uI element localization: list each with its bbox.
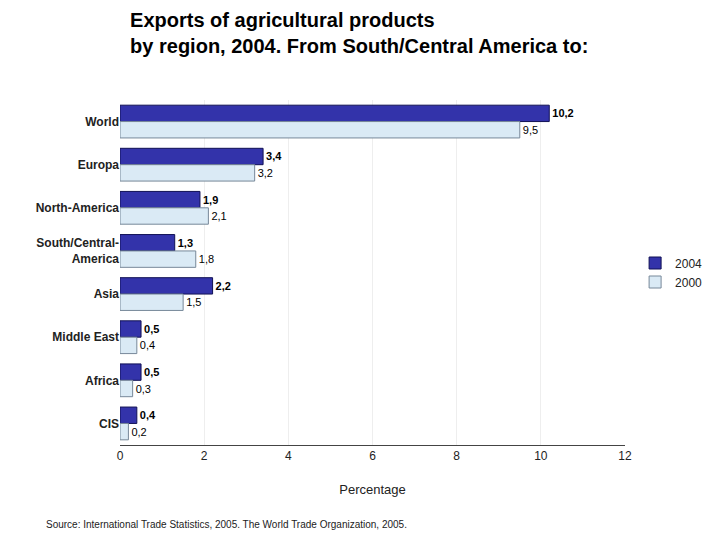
- svg-text:2,1: 2,1: [211, 210, 226, 222]
- svg-text:1,9: 1,9: [203, 194, 218, 206]
- svg-text:0,3: 0,3: [136, 383, 151, 395]
- svg-text:Europa: Europa: [78, 158, 120, 172]
- svg-text:0,4: 0,4: [140, 339, 155, 351]
- svg-text:Source: International Trade St: Source: International Trade Statistics, …: [46, 519, 407, 530]
- svg-text:2,2: 2,2: [216, 280, 231, 292]
- svg-text:2004: 2004: [675, 257, 702, 271]
- svg-text:12: 12: [618, 449, 632, 463]
- svg-text:1,8: 1,8: [199, 253, 214, 265]
- svg-text:CIS: CIS: [99, 417, 119, 431]
- svg-text:North-America: North-America: [36, 201, 120, 215]
- svg-text:2000: 2000: [675, 276, 702, 290]
- svg-text:0,4: 0,4: [140, 409, 156, 421]
- svg-text:6: 6: [369, 449, 376, 463]
- svg-text:0,2: 0,2: [131, 426, 146, 438]
- svg-text:10,2: 10,2: [552, 107, 573, 119]
- svg-text:4: 4: [285, 449, 292, 463]
- svg-text:Exports of agricultural produc: Exports of agricultural productsby regio…: [130, 9, 588, 57]
- svg-text:8: 8: [453, 449, 460, 463]
- svg-text:1,5: 1,5: [186, 296, 201, 308]
- svg-text:Asia: Asia: [94, 287, 120, 301]
- svg-text:9,5: 9,5: [523, 124, 538, 136]
- svg-text:0: 0: [117, 449, 124, 463]
- svg-text:3,4: 3,4: [266, 150, 282, 162]
- svg-text:0,5: 0,5: [144, 366, 159, 378]
- svg-text:3,2: 3,2: [258, 167, 273, 179]
- svg-text:10: 10: [534, 449, 548, 463]
- svg-text:South/Central-America: South/Central-America: [36, 236, 119, 266]
- svg-text:2: 2: [201, 449, 208, 463]
- svg-text:Middle East: Middle East: [52, 330, 119, 344]
- svg-text:World: World: [85, 115, 119, 129]
- svg-text:Percentage: Percentage: [339, 482, 406, 497]
- svg-text:Africa: Africa: [85, 374, 119, 388]
- svg-text:0,5: 0,5: [144, 323, 159, 335]
- svg-text:1,3: 1,3: [178, 237, 193, 249]
